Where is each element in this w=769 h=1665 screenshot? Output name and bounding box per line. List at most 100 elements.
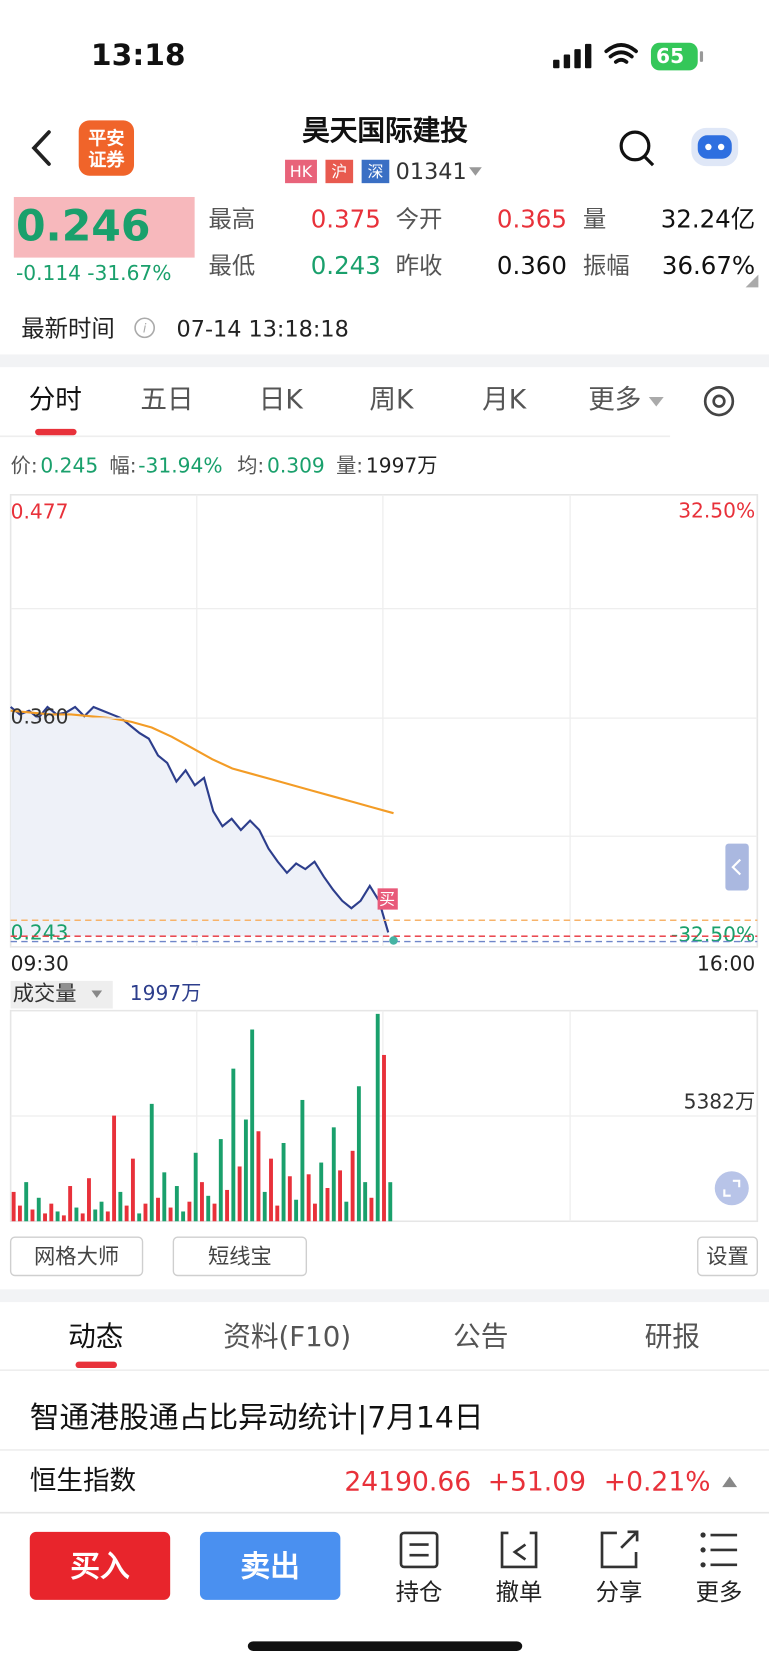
- stat-value: 0.243: [311, 251, 381, 280]
- market-tag: [285, 159, 317, 184]
- back-button[interactable]: [31, 130, 51, 166]
- sell-button[interactable]: [199, 1531, 341, 1600]
- volume-bar: [87, 1178, 91, 1222]
- market-tag-text: 沪: [331, 162, 347, 181]
- volume-bar: [74, 1207, 79, 1222]
- chart-tab[interactable]: 日K: [259, 385, 304, 416]
- volume-bar: [218, 1139, 223, 1222]
- assistant-button[interactable]: [691, 127, 739, 167]
- volume-bar: [162, 1172, 167, 1222]
- stat-value: 0.375: [311, 204, 381, 233]
- y-tick-label: 0.360: [11, 705, 69, 729]
- trade-marker[interactable]: [377, 888, 398, 910]
- volume-bar: [68, 1186, 73, 1222]
- volume-bar: [137, 1213, 142, 1222]
- expand-corner[interactable]: [745, 274, 759, 288]
- info-value: 0.245: [40, 454, 98, 478]
- volume-bar: [388, 1182, 393, 1222]
- y2-tick-label: -32.50%: [671, 923, 755, 947]
- volume-bar: [231, 1068, 236, 1222]
- news-tab-underline: [75, 1361, 117, 1369]
- info-label: 价:: [11, 454, 38, 478]
- stat-label: 昨收: [396, 252, 443, 280]
- volume-bar: [30, 1209, 35, 1222]
- logo: [78, 120, 135, 176]
- volume-bar: [300, 1099, 305, 1222]
- volume-bar: [294, 1199, 299, 1222]
- volume-bar: [168, 1207, 173, 1222]
- volume-bar: [112, 1115, 117, 1222]
- separator: [0, 1289, 769, 1303]
- stock-code: 01341: [396, 159, 467, 185]
- volume-bar: [225, 1189, 230, 1222]
- tool-button[interactable]: [697, 1236, 758, 1277]
- index-name[interactable]: 恒生指数: [30, 1465, 136, 1496]
- stat-value: 36.67%: [662, 251, 755, 280]
- volume-bar: [237, 1166, 242, 1222]
- battery-level: 65: [656, 44, 684, 68]
- tags: HK 沪 深: [285, 159, 390, 184]
- info-icon[interactable]: [134, 317, 156, 339]
- index-arrow[interactable]: [722, 1476, 738, 1488]
- action-label[interactable]: 撤单: [496, 1578, 543, 1606]
- stat-label: 振幅: [583, 252, 630, 280]
- price-chart: 0.477 0.360 0.243 32.50% -32.50%: [9, 498, 758, 947]
- clock: 13:18: [91, 38, 186, 73]
- stat-label: 量: [583, 205, 606, 233]
- info-value: 1997万: [366, 454, 438, 478]
- volume-bar: [118, 1191, 123, 1222]
- chart-tab[interactable]: 分时: [29, 385, 82, 416]
- news-tab[interactable]: 动态: [68, 1320, 123, 1353]
- tool-button[interactable]: [9, 1236, 144, 1277]
- volume-bar: [256, 1131, 261, 1222]
- y-tick-label: 0.477: [11, 499, 69, 523]
- buy-button[interactable]: [29, 1531, 171, 1600]
- tool-button[interactable]: [172, 1236, 308, 1277]
- volume-bar: [24, 1182, 29, 1222]
- volume-bar: [80, 1213, 85, 1222]
- market-tag: [325, 159, 354, 184]
- news-headline[interactable]: 智通港股通占比异动统计|7月14日: [30, 1401, 484, 1436]
- news-tab[interactable]: 公告: [453, 1320, 508, 1353]
- volume-bar: [287, 1176, 292, 1222]
- volume-bar: [36, 1197, 41, 1222]
- volume-bar: [99, 1201, 104, 1222]
- tools: 网格大师 短线宝 设置: [9, 1236, 758, 1277]
- stat-value: 0.360: [497, 251, 567, 280]
- volume-bar: [43, 1213, 47, 1222]
- side-collapse-arrow: [731, 858, 742, 876]
- volume-bar: [313, 1203, 317, 1222]
- tool-label: 设置: [706, 1244, 749, 1269]
- volume-title: 成交量: [13, 982, 77, 1007]
- update-time: 07-14 13:18:18: [177, 316, 349, 342]
- action-label[interactable]: 更多: [696, 1578, 743, 1606]
- news-tab[interactable]: 资料(F10): [223, 1320, 351, 1353]
- volume-bar: [382, 1054, 386, 1222]
- fullscreen-button[interactable]: [714, 1171, 749, 1206]
- time-label: 最新时间: [21, 314, 115, 342]
- y-tick-label: 5382万: [684, 1090, 756, 1114]
- side-collapse[interactable]: [725, 843, 749, 891]
- separator: [0, 354, 769, 368]
- search-button[interactable]: [619, 130, 655, 167]
- chart-tab[interactable]: 五日: [140, 385, 193, 416]
- settings-button[interactable]: [703, 386, 735, 417]
- average-line: [10, 709, 394, 815]
- buy-label: 买入: [70, 1549, 130, 1584]
- news-tab[interactable]: 研报: [645, 1320, 700, 1353]
- chart-tab[interactable]: 更多: [588, 385, 641, 416]
- logo-text: 证券: [88, 149, 125, 171]
- volume-bar: [262, 1191, 267, 1222]
- chart-tab[interactable]: 周K: [369, 385, 414, 416]
- volume-bar: [344, 1201, 349, 1222]
- volume-bar: [124, 1205, 129, 1222]
- info-value: -31.94%: [138, 454, 222, 478]
- news-tabs: 动态 资料(F10) 公告 研报: [68, 1320, 700, 1353]
- chart-tab[interactable]: 月K: [482, 385, 527, 416]
- action-label[interactable]: 分享: [596, 1578, 643, 1606]
- volume-bar: [306, 1174, 311, 1222]
- code-dropdown[interactable]: [469, 167, 482, 176]
- more-dropdown[interactable]: [648, 396, 664, 407]
- action-label[interactable]: 持仓: [396, 1578, 443, 1606]
